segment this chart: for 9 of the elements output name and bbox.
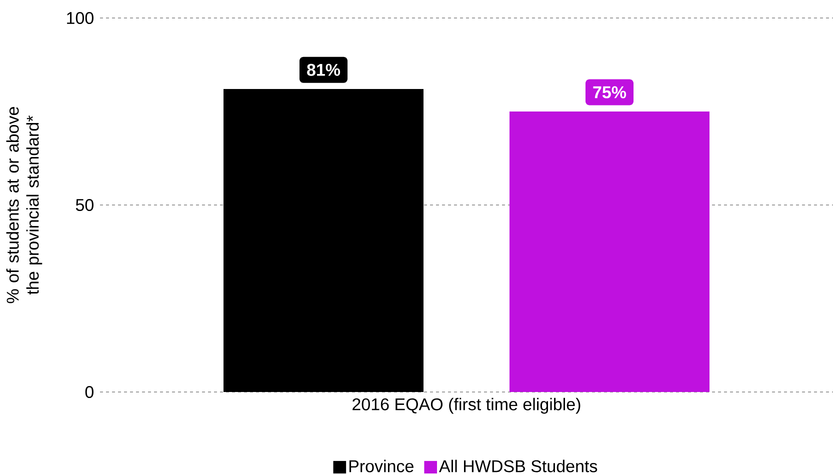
y-tick-label: 0 — [85, 386, 94, 398]
y-tick-label: 50 — [76, 198, 94, 212]
data-label: 75% — [593, 86, 626, 98]
x-tick-label: 2016 EQAO (first time eligible) — [352, 398, 580, 414]
y-axis-title: % of students at or above the provincial standard* — [6, 107, 42, 304]
data-label: 81% — [307, 64, 340, 76]
legend-label: All HWDSB Students — [439, 460, 598, 472]
legend-label: Province — [349, 460, 414, 472]
y-tick-label: 100 — [67, 12, 94, 24]
